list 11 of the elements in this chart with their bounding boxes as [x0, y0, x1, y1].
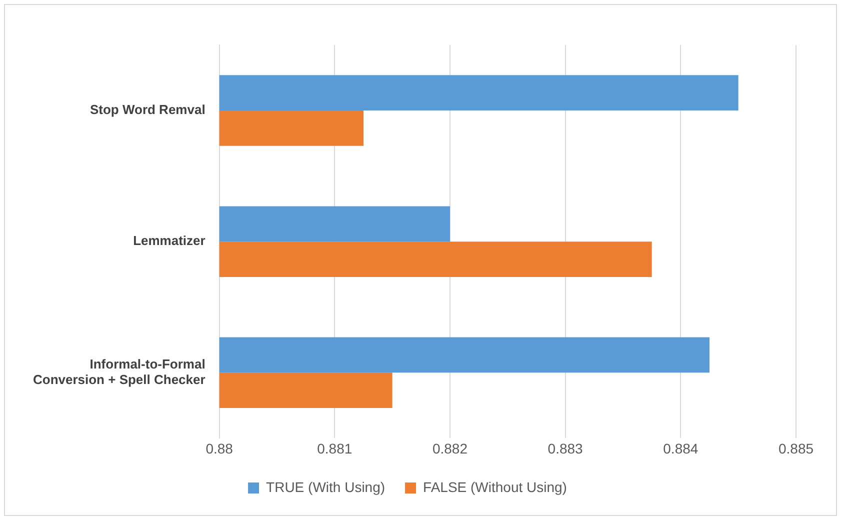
x-tick-label: 0.883 [548, 440, 584, 456]
x-tick-label: 0.88 [206, 440, 234, 456]
x-tick-label: 0.881 [317, 440, 352, 456]
x-tick-label: 0.885 [778, 440, 814, 456]
x-tick-label: 0.884 [663, 440, 698, 456]
y-tick-label: Informal-to-Formal Conversion + Spell Checker [32, 356, 206, 388]
y-tick-label: Stop Word Remval [90, 102, 206, 118]
y-tick-label: Lemmatizer [133, 233, 206, 248]
legend-label: TRUE (With Using) [266, 478, 386, 495]
legend-label: FALSE (Without Using) [423, 478, 567, 495]
x-tick-label: 0.882 [432, 440, 468, 456]
